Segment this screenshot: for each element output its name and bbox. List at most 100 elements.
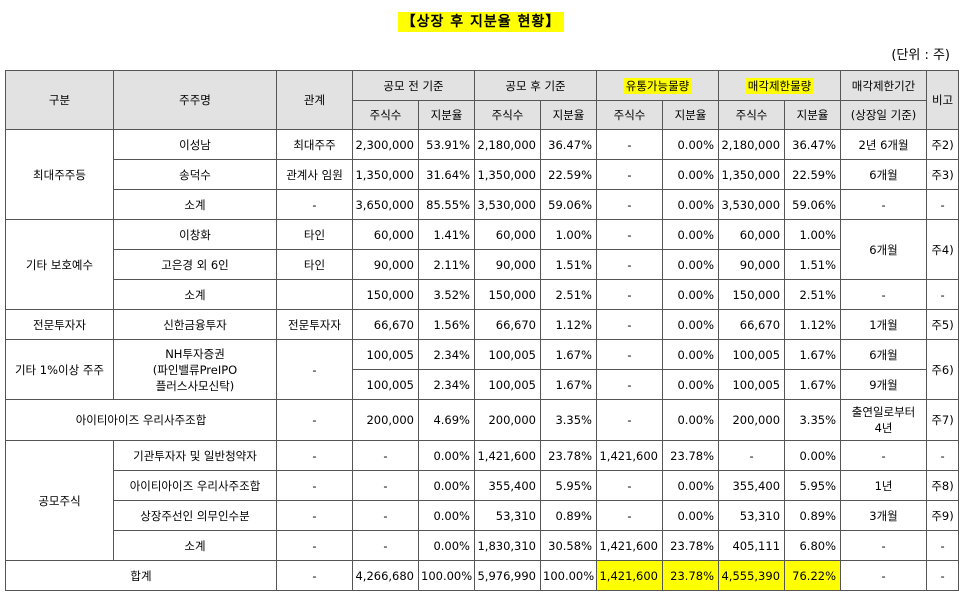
- restrict-period: -: [840, 440, 928, 471]
- relation: 최대주주: [276, 129, 353, 160]
- tradable-shares: -: [596, 159, 663, 190]
- tradable-ratio: 23.78%: [661, 530, 720, 561]
- restricted-shares: 66,670: [718, 309, 786, 340]
- restricted-ratio: 1.67%: [784, 339, 842, 370]
- restricted-shares: 355,400: [718, 470, 786, 501]
- post-ratio: 23.78%: [540, 440, 597, 471]
- row-category: 기타 1%이상 주주: [5, 339, 114, 400]
- restricted-ratio: 59.06%: [784, 189, 842, 220]
- restrict-period: 6개월: [840, 159, 928, 190]
- holder-name: 이성남: [113, 129, 277, 160]
- restrict-period: 2년 6개월: [840, 129, 928, 160]
- pre-shares: -: [352, 530, 419, 561]
- pre-shares: -: [352, 470, 419, 501]
- pre-ratio: 2.34%: [418, 369, 475, 400]
- tradable-shares: -: [596, 399, 663, 441]
- subtotal-row: 소계 - 3,650,000 85.55% 3,530,000 59.06% -…: [6, 189, 960, 220]
- restricted-shares: 60,000: [718, 219, 786, 250]
- header-row-1: 구분 주주명 관계 공모 전 기준 공모 후 기준 유통가능물량 매각제한물량 …: [5, 70, 960, 130]
- holder-name: 이창화: [113, 219, 277, 250]
- holder-name: 아이티아이즈 우리사주조합: [113, 470, 277, 501]
- restrict-period: -: [840, 560, 928, 591]
- pre-shares: 2,300,000: [352, 129, 419, 160]
- header-post-ipo: 공모 후 기준: [474, 70, 597, 101]
- post-ratio: 3.35%: [540, 399, 597, 441]
- tradable-ratio: 0.00%: [661, 219, 720, 250]
- restricted-ratio: 1.12%: [784, 309, 842, 340]
- pre-shares: 100,005: [352, 369, 419, 400]
- post-ratio: 1.12%: [540, 309, 597, 340]
- pre-shares: -: [352, 500, 419, 531]
- tradable-ratio: 0.00%: [661, 249, 720, 280]
- table-row: 전문투자자 신한금융투자 전문투자자 66,670 1.56% 66,670 1…: [5, 309, 960, 340]
- title-text: 【상장 후 지분율 현황】: [397, 12, 565, 32]
- row-category: 전문투자자: [5, 309, 114, 340]
- restrict-period: -: [840, 279, 928, 310]
- note: -: [926, 560, 960, 591]
- row-category: 기타 보호예수: [5, 219, 114, 310]
- header-ratio: 지분율: [661, 100, 720, 130]
- tradable-ratio: 23.78%: [661, 560, 720, 591]
- restricted-shares: 3,530,000: [718, 189, 786, 220]
- note: -: [926, 440, 960, 471]
- post-ratio: 30.58%: [540, 530, 597, 561]
- tradable-shares: -: [596, 129, 663, 160]
- tradable-shares: -: [596, 309, 663, 340]
- restrict-period: -: [840, 189, 928, 220]
- pre-ratio: 0.00%: [418, 500, 475, 531]
- post-ratio: 0.89%: [540, 500, 597, 531]
- post-shares: 90,000: [474, 249, 541, 280]
- tradable-ratio: 0.00%: [661, 369, 720, 400]
- table-row: 기타 보호예수 이창화 타인 60,000 1.41% 60,000 1.00%…: [5, 219, 960, 310]
- restricted-shares: 405,111: [718, 530, 786, 561]
- restricted-ratio: 3.35%: [784, 399, 842, 441]
- holder-name: 아이티아이즈 우리사주조합: [5, 399, 277, 441]
- pre-ratio: 1.41%: [418, 219, 475, 250]
- note: 주3): [926, 159, 960, 190]
- post-shares: 100,005: [474, 339, 541, 370]
- note: -: [926, 530, 960, 561]
- shareholding-table: 구분 주주명 관계 공모 전 기준 공모 후 기준 유통가능물량 매각제한물량 …: [5, 70, 960, 591]
- pre-ratio: 2.11%: [418, 249, 475, 280]
- pre-shares: 200,000: [352, 399, 419, 441]
- tradable-shares: 1,421,600: [596, 530, 663, 561]
- restricted-shares: 53,310: [718, 500, 786, 531]
- restricted-ratio: 1.51%: [784, 249, 842, 280]
- tradable-ratio: 0.00%: [661, 399, 720, 441]
- table-title: 【상장 후 지분율 현황】: [0, 11, 962, 32]
- note: 주8): [926, 470, 960, 501]
- holder-name: 송덕수: [113, 159, 277, 190]
- post-ratio: 5.95%: [540, 470, 597, 501]
- tradable-shares: -: [596, 279, 663, 310]
- post-shares: 200,000: [474, 399, 541, 441]
- tradable-ratio: 23.78%: [661, 440, 720, 471]
- holder-name: 소계: [113, 279, 277, 310]
- restricted-ratio: 6.80%: [784, 530, 842, 561]
- restricted-ratio: 1.67%: [784, 369, 842, 400]
- holder-name: 소계: [113, 189, 277, 220]
- restricted-ratio: 2.51%: [784, 279, 842, 310]
- row-category: 공모주식: [5, 440, 114, 561]
- relation: -: [276, 530, 353, 561]
- restricted-ratio: 0.00%: [784, 440, 842, 471]
- holder-name: 상장주선인 의무인수분: [113, 500, 277, 531]
- restrict-period: 3개월: [840, 500, 928, 531]
- pre-ratio: 100.00%: [418, 560, 475, 591]
- holder-name: 신한금융투자: [113, 309, 277, 340]
- restricted-shares: 90,000: [718, 249, 786, 280]
- note: 주2): [926, 129, 960, 160]
- table-row: 상장주선인 의무인수분 - - 0.00% 53,310 0.89% - 0.0…: [6, 500, 960, 531]
- post-ratio: 1.51%: [540, 249, 597, 280]
- header-ratio: 지분율: [418, 100, 475, 130]
- post-shares: 53,310: [474, 500, 541, 531]
- total-row: 합계 - 4,266,680 100.00% 5,976,990 100.00%…: [5, 560, 960, 591]
- header-note: 비고: [926, 70, 960, 130]
- restrict-period: 출연일로부터 4년: [840, 399, 928, 441]
- header-pre-ipo: 공모 전 기준: [352, 70, 475, 101]
- tradable-shares: -: [596, 369, 663, 400]
- relation: -: [276, 189, 353, 220]
- pre-ratio: 3.52%: [418, 279, 475, 310]
- post-shares: 1,421,600: [474, 440, 541, 471]
- tradable-ratio: 0.00%: [661, 189, 720, 220]
- note: 주9): [926, 500, 960, 531]
